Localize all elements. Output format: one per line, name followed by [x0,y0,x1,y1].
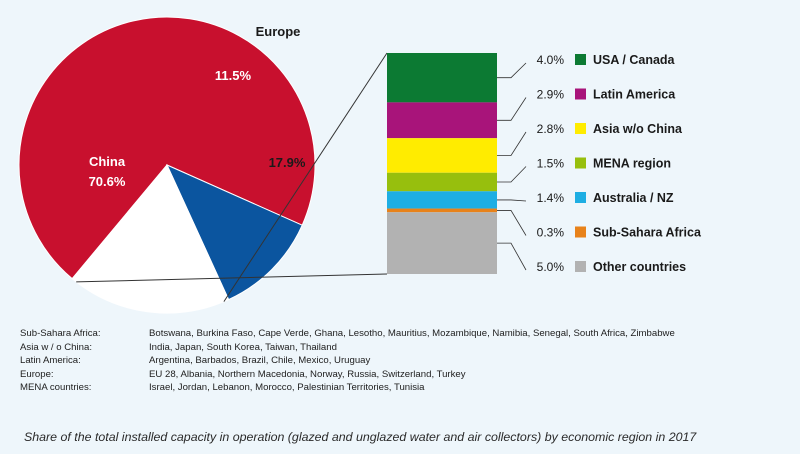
china-slice [18,16,316,280]
europe-slice-value: 11.5% [215,68,252,83]
note-key: Europe: [20,368,54,380]
note-key: MENA countries: [20,382,92,394]
segment-leader-line [497,199,527,202]
legend-label: MENA region [593,157,671,171]
note-key: Sub-Sahara Africa: [20,328,101,339]
bar-segment [387,102,497,139]
legend-label: Australia / NZ [593,191,674,205]
segment-value-label: 0.3% [537,226,565,240]
europe-slice [165,164,303,301]
segment-leader-line [497,166,527,183]
bar-segment [387,212,497,274]
legend-swatch [575,192,586,203]
segment-value-label: 5.0% [537,260,565,274]
china-slice-label: China [89,154,126,169]
breakdown-bar: 4.0% USA / Canada 2.9% Latin America 2.8% Asi… [387,53,702,274]
pie-of-bar-chart: 4.0% USA / Canada 2.9% Latin America 2.8% Asi… [18,16,702,314]
note-value: Argentina, Barbados, Brazil, Chile, Mexi… [149,355,371,367]
note-row: MENA countries: Israel, Jordan, Lebanon,… [20,381,790,395]
segment-leader-line [497,210,527,236]
rest-slice [71,164,230,314]
legend-swatch [575,226,586,238]
bar-segment [387,172,497,192]
legend-swatch [575,261,586,272]
legend-swatch [575,88,586,100]
legend-label: Asia w/o China [593,122,683,136]
note-row: Europe: EU 28, Albania, Northern Macedon… [20,368,790,382]
legend-swatch [575,157,586,169]
note-value: Israel, Jordan, Lebanon, Morocco, Palest… [149,382,425,394]
legend-swatch [575,123,586,134]
legend-label: Latin America [593,88,676,102]
connector-top [223,52,388,302]
segment-leader-line [497,131,527,156]
europe-slice-label: Europe [256,24,301,39]
note-key: Latin America: [20,355,81,367]
connector-bottom [76,273,388,283]
segment-value-label: 2.8% [537,122,565,136]
note-value: Botswana, Burkina Faso, Cape Verde, Ghan… [149,328,675,339]
bar-segment [387,208,497,213]
note-row: Sub-Sahara Africa: Botswana, Burkina Fas… [20,327,790,341]
segment-value-label: 4.0% [537,53,565,67]
legend-swatch [575,54,586,65]
note-row: Asia w / o China: India, Japan, South Ko… [20,341,790,355]
rest-slice-value: 17.9% [269,155,306,170]
bar-segment [387,138,497,173]
bar-segment [387,191,497,209]
note-key: Asia w / o China: [20,341,92,353]
legend-label: Other countries [593,260,686,274]
note-value: India, Japan, South Korea, Taiwan, Thail… [149,341,337,353]
segment-leader-line [497,242,527,271]
connector-lines [76,52,527,302]
legend-label: USA / Canada [593,53,676,67]
legend-label: Sub-Sahara Africa [593,226,702,240]
segment-leader-line [497,62,527,79]
note-row: Latin America: Argentina, Barbados, Braz… [20,354,790,368]
pie-slices [18,16,316,314]
segment-value-label: 2.9% [537,88,565,102]
region-definitions: Sub-Sahara Africa: Botswana, Burkina Fas… [20,327,790,395]
bar-segment [387,53,497,103]
segment-value-label: 1.4% [537,191,565,205]
chart-caption: Share of the total installed capacity in… [24,430,697,444]
segment-value-label: 1.5% [537,157,565,171]
segment-leader-line [497,97,527,121]
china-slice-value: 70.6% [89,174,126,189]
note-value: EU 28, Albania, Northern Macedonia, Norw… [149,368,466,380]
